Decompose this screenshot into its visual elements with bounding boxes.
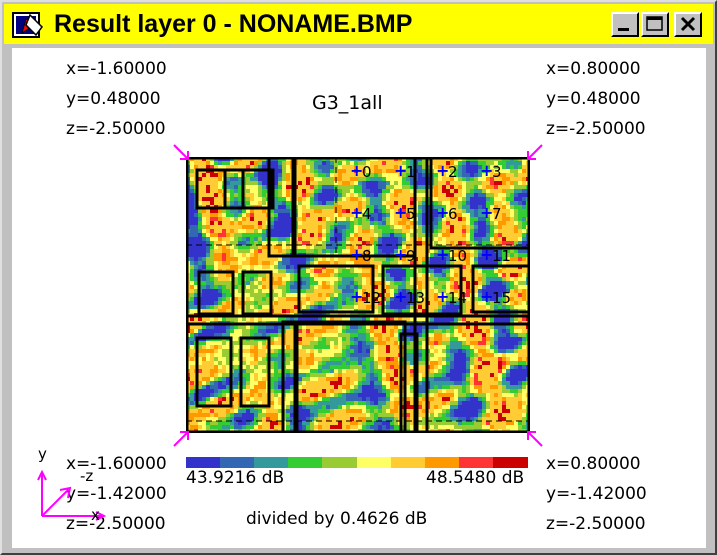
- bottom-left-x: x=-1.60000: [66, 454, 167, 474]
- legend-swatch: [186, 457, 221, 468]
- title-bar[interactable]: Result layer 0 - NONAME.BMP: [4, 4, 713, 44]
- probe-marker-icon: +: [350, 203, 363, 222]
- probe-marker-label: 12: [362, 289, 381, 307]
- probe-marker-label: 5: [406, 205, 416, 223]
- structure-outline: [281, 320, 297, 433]
- structure-outline: [429, 157, 530, 250]
- probe-marker-label: 10: [448, 247, 467, 265]
- structure-outline: [297, 264, 375, 314]
- top-right-z: z=-2.50000: [546, 119, 646, 139]
- probe-marker-icon: +: [480, 161, 493, 180]
- probe-marker-icon: +: [436, 203, 449, 222]
- structure-outline: [399, 332, 419, 433]
- maximize-icon: [646, 16, 663, 31]
- legend-min-label: 43.9216 dB: [186, 468, 285, 488]
- structure-outline: [241, 168, 273, 210]
- bottom-right-y: y=-1.42000: [546, 484, 647, 504]
- structure-outline: [195, 168, 227, 210]
- corner-marker-top-right: [527, 144, 543, 160]
- structure-outline: [241, 270, 273, 316]
- legend-swatch: [390, 457, 426, 468]
- minimize-button[interactable]: [611, 12, 639, 37]
- probe-marker-icon: +: [436, 245, 449, 264]
- legend-swatch: [322, 457, 358, 468]
- probe-marker-label: 6: [448, 205, 458, 223]
- probe-marker-icon: +: [394, 161, 407, 180]
- probe-marker-label: 8: [362, 247, 372, 265]
- probe-marker-label: 1: [406, 163, 416, 181]
- structure-outline: [381, 264, 463, 316]
- legend-swatch: [288, 457, 324, 468]
- structure-outline: [197, 270, 235, 316]
- probe-marker-label: 15: [492, 289, 511, 307]
- structure-outline: [186, 314, 530, 326]
- bottom-left-y: y=-1.42000: [66, 484, 167, 504]
- corner-marker-top-left: [173, 144, 189, 160]
- probe-marker-label: 9: [406, 247, 416, 265]
- legend-step-label: divided by 0.4626 dB: [246, 509, 428, 529]
- corner-marker-bottom-right: [527, 431, 543, 447]
- legend-swatch: [254, 457, 290, 468]
- probe-marker-icon: +: [350, 287, 363, 306]
- probe-marker-label: 2: [448, 163, 458, 181]
- top-right-y: y=0.48000: [546, 89, 641, 109]
- probe-marker-icon: +: [350, 245, 363, 264]
- probe-marker-icon: +: [394, 287, 407, 306]
- structure-outline: [195, 336, 233, 408]
- structure-outline: [471, 264, 530, 314]
- axis-triad: [37, 469, 107, 521]
- axis-x-label: x: [91, 506, 100, 524]
- legend-swatch: [424, 457, 460, 468]
- close-icon: [680, 16, 696, 32]
- probe-marker-icon: +: [436, 161, 449, 180]
- probe-marker-icon: +: [480, 203, 493, 222]
- probe-marker-label: 0: [362, 163, 372, 181]
- legend-swatch: [220, 457, 256, 468]
- top-left-y: y=0.48000: [66, 89, 161, 109]
- top-left-z: z=-2.50000: [66, 119, 166, 139]
- corner-marker-bottom-left: [173, 431, 189, 447]
- probe-marker-label: 11: [492, 247, 511, 265]
- axis-y-label: y: [38, 445, 47, 463]
- field-heatmap: +0 +1 +2 +3+4 +5 +6 +7+8 +9 +10 +11+12 +13 +14 +15: [186, 157, 530, 433]
- structure-outline: [413, 157, 429, 433]
- probe-marker-icon: +: [480, 287, 493, 306]
- legend-swatch: [492, 457, 528, 468]
- probe-marker-icon: +: [350, 161, 363, 180]
- axis-z-label: -z: [80, 467, 94, 485]
- probe-marker-label: 14: [448, 289, 467, 307]
- structure-outline: [267, 157, 295, 258]
- maximize-button[interactable]: [641, 12, 669, 37]
- legend-swatch: [458, 457, 494, 468]
- app-icon[interactable]: [12, 11, 48, 39]
- probe-marker-icon: +: [394, 203, 407, 222]
- bottom-left-z: z=-2.50000: [66, 514, 166, 534]
- top-left-x: x=-1.60000: [66, 59, 167, 79]
- probe-marker-icon: +: [394, 245, 407, 264]
- probe-marker-label: 4: [362, 205, 372, 223]
- minimize-icon: [618, 28, 629, 31]
- probe-marker-label: 13: [406, 289, 425, 307]
- probe-marker-icon: +: [480, 245, 493, 264]
- plot-title: G3_1all: [312, 92, 383, 114]
- window-title: Result layer 0 - NONAME.BMP: [54, 10, 413, 38]
- legend-swatch: [356, 457, 392, 468]
- structure-outline: [295, 320, 407, 433]
- probe-marker-icon: +: [436, 287, 449, 306]
- structure-outline: [239, 336, 271, 408]
- legend-max-label: 48.5480 dB: [426, 468, 525, 488]
- close-button[interactable]: [674, 12, 702, 37]
- bottom-right-x: x=0.80000: [546, 454, 641, 474]
- probe-marker-label: 7: [492, 205, 502, 223]
- bottom-right-z: z=-2.50000: [546, 514, 646, 534]
- probe-marker-label: 3: [492, 163, 502, 181]
- top-right-x: x=0.80000: [546, 59, 641, 79]
